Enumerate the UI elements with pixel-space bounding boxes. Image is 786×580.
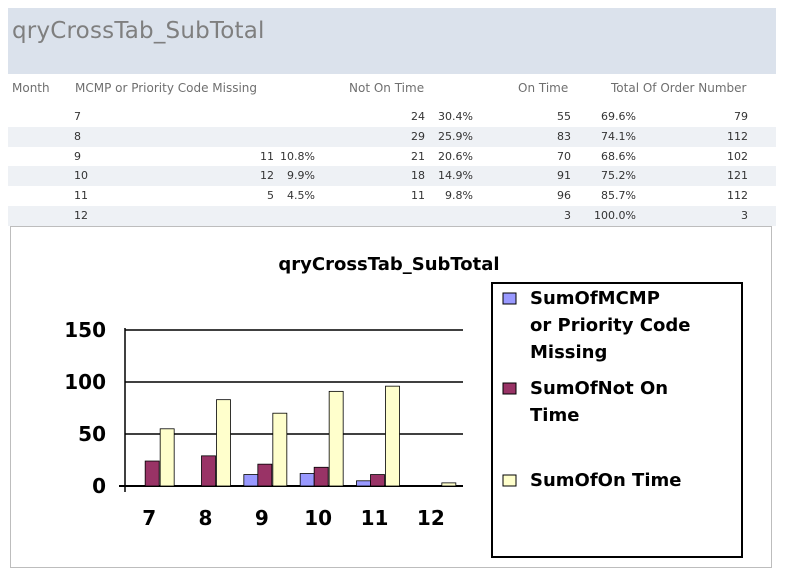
table-cell-month: 9 [74, 150, 81, 163]
table-row: 8 29 25.9% 83 74.1% 112 [8, 127, 776, 147]
legend-label: SumOfNot On Time [530, 378, 668, 426]
legend-label-line: SumOfOn Time [530, 470, 681, 491]
legend-swatch [502, 474, 517, 487]
table-cell-mcmp-pct: 4.5% [287, 189, 315, 202]
table-cell-total: 79 [734, 110, 748, 123]
legend-label-line: or Priority Code [530, 315, 690, 336]
y-tick-label: 50 [78, 422, 106, 446]
table-row: 11 5 4.5% 11 9.8% 96 85.7% 112 [8, 186, 776, 206]
column-header-on-time: On Time [518, 81, 569, 95]
x-tick-label: 8 [199, 506, 213, 530]
y-tick-label: 150 [64, 318, 106, 342]
legend-label: SumOfOn Time [530, 470, 681, 491]
table-row: 12 3 100.0% 3 [8, 206, 776, 226]
bar-not-on-time [257, 463, 273, 487]
table-cell-on: 3 [564, 209, 571, 222]
bar-on-time [216, 399, 231, 487]
x-tick-label: 10 [304, 506, 332, 530]
bar-on-time [441, 482, 457, 487]
legend-label-line: SumOfNot On [530, 378, 668, 399]
bar-not-on-time [144, 460, 160, 487]
report-header: qryCrossTab_SubTotal [8, 8, 776, 74]
table-cell-on: 55 [557, 110, 571, 123]
column-header-total: Total Of Order Number [611, 81, 747, 95]
legend-label-line: Missing [530, 342, 607, 363]
table-cell-on-pct: 74.1% [601, 130, 636, 143]
table-cell-mcmp-pct: 10.8% [280, 150, 315, 163]
table-cell-not: 21 [411, 150, 425, 163]
table-cell-on: 96 [557, 189, 571, 202]
table-cell-total: 112 [727, 189, 748, 202]
table-cell-mcmp: 5 [267, 189, 274, 202]
table-cell-on-pct: 85.7% [601, 189, 636, 202]
legend-label-line: Time [530, 405, 579, 426]
column-header-month: Month [12, 81, 50, 95]
x-tick-label: 11 [361, 506, 389, 530]
table-cell-not-pct: 14.9% [438, 169, 473, 182]
legend-swatch [502, 292, 517, 305]
table-cell-not-pct: 30.4% [438, 110, 473, 123]
table-cell-mcmp: 12 [260, 169, 274, 182]
bar-mcmp [356, 480, 371, 487]
table-cell-on-pct: 69.6% [601, 110, 636, 123]
table-cell-not: 24 [411, 110, 425, 123]
bar-on-time [385, 385, 400, 487]
table-row: 9 11 10.8% 21 20.6% 70 68.6% 102 [8, 147, 776, 167]
table-cell-month: 12 [74, 209, 88, 222]
column-header-mcmp: MCMP or Priority Code Missing [75, 81, 258, 95]
table-cell-not: 29 [411, 130, 425, 143]
legend-swatch [502, 382, 517, 395]
table-cell-month: 10 [74, 169, 88, 182]
table-cell-on-pct: 75.2% [601, 169, 636, 182]
chart-title: qryCrossTab_SubTotal [278, 254, 499, 275]
table-row: 10 12 9.9% 18 14.9% 91 75.2% 121 [8, 166, 776, 186]
column-header-not-on-time: Not On Time [349, 81, 425, 95]
bar-not-on-time [313, 466, 329, 487]
table-cell-on-pct: 68.6% [601, 150, 636, 163]
x-tick-label: 12 [417, 506, 445, 530]
bar-chart: qryCrossTab_SubTotal 0 50 100 150 7 8 9 10 11 12 Su… [64, 254, 743, 558]
bar-mcmp [299, 473, 315, 487]
table-cell-not: 18 [411, 169, 425, 182]
table-cell-mcmp: 11 [260, 150, 274, 163]
table-cell-on: 83 [557, 130, 571, 143]
bar-not-on-time [201, 455, 216, 487]
table-cell-on-pct: 100.0% [594, 209, 636, 222]
legend-label-line: SumOfMCMP [530, 288, 660, 309]
table-cell-on: 70 [557, 150, 571, 163]
table-cell-mcmp-pct: 9.9% [287, 169, 315, 182]
bar-mcmp [243, 474, 259, 487]
legend-box [491, 282, 743, 558]
bar-on-time [159, 428, 175, 487]
y-tick-label: 0 [92, 474, 106, 498]
x-tick-label: 7 [142, 506, 156, 530]
y-tick-label: 100 [64, 370, 106, 394]
table-cell-total: 102 [727, 150, 748, 163]
table-cell-total: 121 [727, 169, 748, 182]
chart-frame: qryCrossTab_SubTotal 0 50 100 150 7 8 9 10 11 12 Su… [10, 226, 772, 568]
legend-label: SumOfMCMP or Priority Code Missing [530, 288, 690, 363]
table-cell-month: 7 [74, 110, 81, 123]
bar-on-time [328, 390, 344, 487]
table-cell-month: 11 [74, 189, 88, 202]
table-cell-not: 11 [411, 189, 425, 202]
table-cell-total: 3 [741, 209, 748, 222]
table-cell-not-pct: 20.6% [438, 150, 473, 163]
table-row: 7 24 30.4% 55 69.6% 79 [8, 107, 776, 127]
table-cell-not-pct: 25.9% [438, 130, 473, 143]
report-title: qryCrossTab_SubTotal [12, 18, 265, 44]
table-cell-not-pct: 9.8% [445, 189, 473, 202]
bar-not-on-time [370, 474, 385, 487]
table-cell-on: 91 [557, 169, 571, 182]
x-tick-label: 9 [255, 506, 269, 530]
table-cell-month: 8 [74, 130, 81, 143]
table-cell-total: 112 [727, 130, 748, 143]
bar-on-time [272, 412, 288, 487]
